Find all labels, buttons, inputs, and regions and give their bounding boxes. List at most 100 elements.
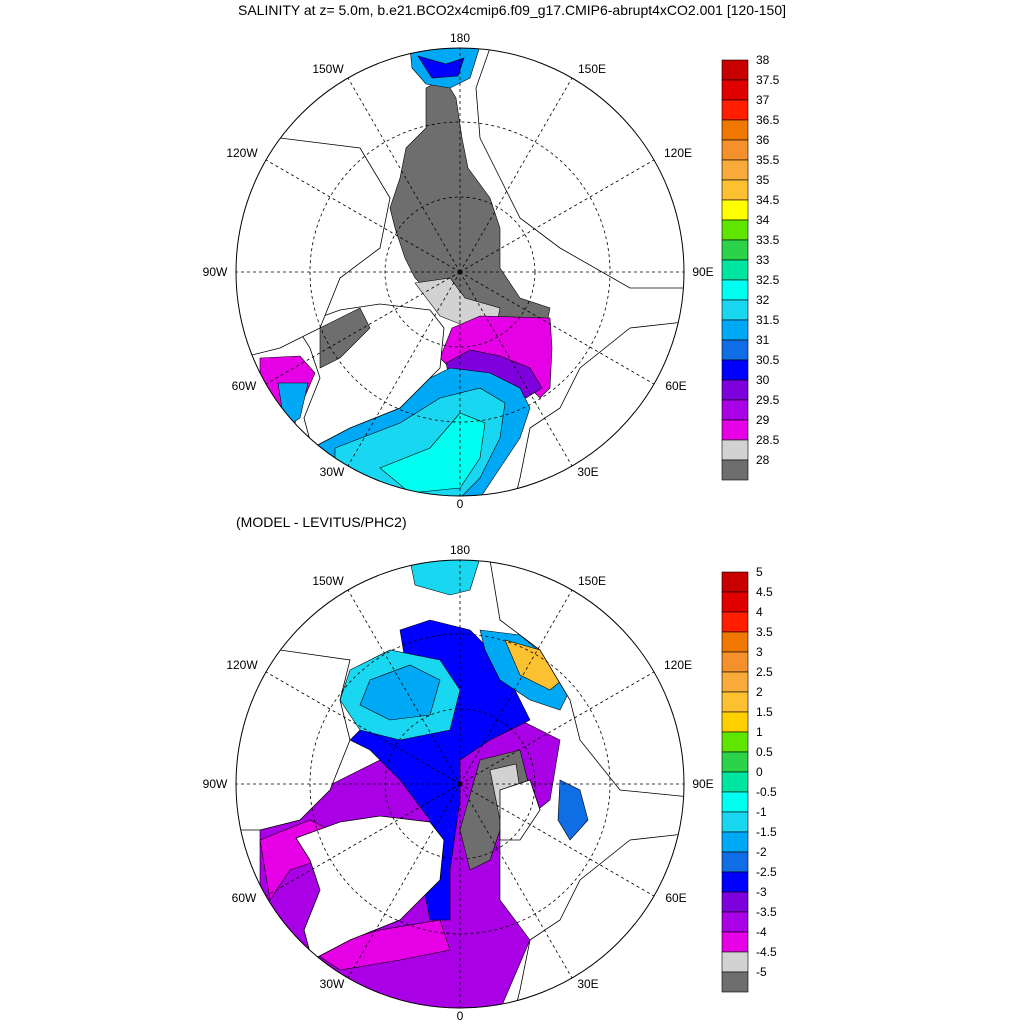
lon-label-7: 30W [320, 977, 345, 991]
diff-field-siberia-warm [504, 639, 563, 691]
colorbar-label: 35 [756, 173, 770, 187]
colorbar-label: -5 [756, 965, 767, 979]
colorbar-swatch [721, 631, 749, 653]
colorbar-swatch [721, 419, 749, 441]
lon-label-4: 60E [665, 891, 686, 905]
colorbar-swatch [721, 359, 749, 381]
colorbar-swatch [721, 591, 749, 613]
colorbar-swatch [721, 239, 749, 261]
lon-label-5: 30E [577, 977, 598, 991]
colorbar-label: 1.5 [756, 705, 773, 719]
colorbar-swatch [721, 79, 749, 101]
colorbar-label: 32 [756, 293, 770, 307]
colorbar-label: -2 [756, 845, 767, 859]
colorbar-swatch [721, 831, 749, 853]
colorbar-label: 4.5 [756, 585, 773, 599]
colorbar-label: 34 [756, 213, 770, 227]
colorbar-swatch [721, 299, 749, 321]
lon-label-5: 30E [577, 465, 598, 479]
colorbar-label: 37.5 [756, 73, 780, 87]
colorbar-swatch [721, 771, 749, 793]
lon-label-9: 90W [203, 777, 228, 791]
novaya-zemlya-land [499, 779, 541, 841]
lon-label-4: 60E [665, 379, 686, 393]
colorbar-swatch [721, 691, 749, 713]
diff-field-kara [557, 779, 589, 841]
chart-title: SALINITY at z= 5.0m, b.e21.BCO2x4cmip6.f… [238, 2, 786, 18]
colorbar-swatch [721, 931, 749, 953]
colorbar-swatch [721, 711, 749, 733]
colorbar-swatch [721, 179, 749, 201]
colorbar-label: 3.5 [756, 625, 773, 639]
lon-label-8: 60W [232, 379, 257, 393]
lon-label-11: 150W [312, 62, 344, 76]
colorbar-swatch [721, 259, 749, 281]
colorbar-swatch [721, 159, 749, 181]
lon-label-6: 0 [457, 497, 464, 511]
diff-field-minus-2 [359, 664, 441, 721]
colorbar-label: -4 [756, 925, 767, 939]
colorbar-swatch [721, 319, 749, 341]
colorbar-label: 1 [756, 725, 763, 739]
lon-label-3: 90E [692, 265, 713, 279]
colorbar-label: 29 [756, 413, 770, 427]
lon-label-7: 30W [320, 465, 345, 479]
colorbar-swatch [721, 219, 749, 241]
colorbar-label: 5 [756, 565, 763, 579]
lon-label-0: 180 [450, 543, 470, 557]
colorbar-swatch [721, 59, 749, 81]
lon-label-1: 150E [578, 574, 606, 588]
colorbar-label: -0.5 [756, 785, 777, 799]
colorbar-swatch [721, 571, 749, 593]
colorbar-swatch [721, 871, 749, 893]
colorbar-label: 2.5 [756, 665, 773, 679]
lon-label-6: 0 [457, 1009, 464, 1023]
colorbar-swatch [721, 459, 749, 481]
chart-subtitle: (MODEL - LEVITUS/PHC2) [236, 514, 407, 530]
lon-label-3: 90E [692, 777, 713, 791]
diff-field-bering [409, 560, 481, 596]
colorbar-swatch [721, 399, 749, 421]
colorbar-label: -4.5 [756, 945, 777, 959]
lon-label-8: 60W [232, 891, 257, 905]
lon-label-2: 120E [664, 658, 692, 672]
colorbar-label: 2 [756, 685, 763, 699]
colorbar-label: -2.5 [756, 865, 777, 879]
colorbar-label: 38 [756, 53, 770, 67]
difference-colorbar: 5 4.5 4 3.5 3 2.5 2 1.5 1 0.5 0 -0.5 -1 -1.5 -2 -2.5 -3 -… [721, 565, 777, 993]
colorbar-label: 30 [756, 373, 770, 387]
colorbar-label: -3 [756, 885, 767, 899]
colorbar-label: -1 [756, 805, 767, 819]
colorbar-swatch [721, 951, 749, 973]
lon-label-2: 120E [664, 146, 692, 160]
lon-label-1: 150E [578, 62, 606, 76]
diff-field-minus-4-nordic [309, 919, 451, 971]
colorbar-swatch [721, 971, 749, 993]
colorbar-swatch [721, 611, 749, 633]
colorbar-label: 37 [756, 93, 770, 107]
salinity-field-28 [389, 77, 551, 329]
colorbar-label: 29.5 [756, 393, 780, 407]
colorbar-label: 31.5 [756, 313, 780, 327]
colorbar-swatch [721, 439, 749, 461]
salinity-colorbar: 38 37.5 37 36.5 36 35.5 35 34.5 34 33.5 33 32.5 32 31… [721, 53, 780, 481]
colorbar-swatch [721, 339, 749, 361]
colorbar-swatch [721, 891, 749, 913]
lon-label-10: 120W [226, 658, 258, 672]
colorbar-label: 33.5 [756, 233, 780, 247]
colorbar-swatch [721, 139, 749, 161]
colorbar-swatch [721, 731, 749, 753]
colorbar-swatch [721, 379, 749, 401]
colorbar-label: 33 [756, 253, 770, 267]
colorbar-label: 30.5 [756, 353, 780, 367]
colorbar-label: 28.5 [756, 433, 780, 447]
lon-label-9: 90W [203, 265, 228, 279]
greenland-land-bottom [295, 815, 445, 961]
colorbar-label: 32.5 [756, 273, 780, 287]
colorbar-swatch [721, 99, 749, 121]
colorbar-swatch [721, 199, 749, 221]
colorbar-swatch [721, 651, 749, 673]
colorbar-label: -3.5 [756, 905, 777, 919]
colorbar-swatch [721, 911, 749, 933]
colorbar-label: 0 [756, 765, 763, 779]
